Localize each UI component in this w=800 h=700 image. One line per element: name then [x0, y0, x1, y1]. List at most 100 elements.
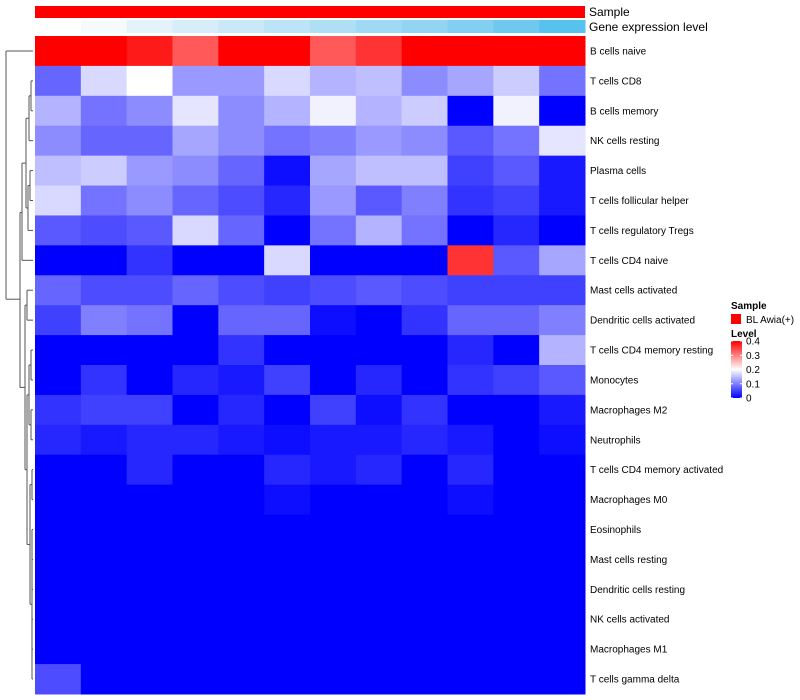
- heatmap-cell: [218, 95, 265, 127]
- row-label: NK cells resting: [590, 136, 659, 147]
- heatmap-cell: [172, 514, 219, 545]
- heatmap-cell: [80, 245, 128, 276]
- expression-annotation-cell: [218, 20, 265, 33]
- heatmap-cell: [172, 484, 219, 516]
- heatmap-cells: [35, 36, 586, 695]
- heatmap-cell: [539, 424, 586, 456]
- row-label: B cells memory: [590, 106, 658, 117]
- row-labels: B cells naive T cells CD8 B cells memory NK…: [590, 46, 723, 685]
- heatmap-cell: [539, 574, 586, 605]
- heatmap-cell: [447, 155, 494, 187]
- heatmap-cell: [80, 95, 128, 127]
- heatmap-cell: [447, 664, 494, 695]
- row-label: Macrophages M1: [590, 645, 668, 656]
- heatmap-cell: [126, 335, 173, 366]
- heatmap-cell: [264, 335, 311, 366]
- heatmap-cell: [539, 245, 586, 276]
- heatmap-cell: [310, 664, 357, 695]
- heatmap-cell: [172, 424, 219, 456]
- row-label: T cells gamma delta: [590, 675, 680, 686]
- heatmap-cell: [493, 484, 540, 516]
- heatmap-cell: [35, 155, 82, 187]
- heatmap-cell: [218, 514, 265, 545]
- heatmap-cell: [447, 36, 494, 67]
- heatmap-cell: [310, 454, 357, 486]
- heatmap-cell: [218, 125, 265, 157]
- heatmap-cell: [447, 514, 494, 545]
- heatmap-cell: [218, 574, 265, 605]
- heatmap-cell: [401, 664, 448, 695]
- heatmap-cell: [35, 514, 82, 545]
- heatmap-cell: [264, 514, 311, 545]
- heatmap-cell: [80, 634, 128, 665]
- heatmap-cell: [355, 484, 403, 516]
- heatmap-cell: [493, 454, 540, 486]
- heatmap-cell: [218, 36, 265, 67]
- heatmap-cell: [35, 335, 82, 366]
- legend-colorbar: [731, 341, 742, 398]
- heatmap-cell: [447, 574, 494, 605]
- heatmap-cell: [539, 185, 586, 216]
- heatmap-cell: [355, 365, 403, 396]
- heatmap-cell: [401, 185, 448, 216]
- heatmap-cell: [264, 424, 311, 456]
- heatmap-cell: [310, 185, 357, 216]
- heatmap-cell: [264, 275, 311, 306]
- heatmap-cell: [401, 215, 448, 246]
- heatmap-cell: [447, 275, 494, 306]
- expression-annotation-cell: [493, 20, 540, 33]
- heatmap-cell: [126, 305, 173, 336]
- heatmap-cell: [126, 394, 173, 426]
- heatmap-cell: [401, 454, 448, 486]
- heatmap-cell: [80, 215, 128, 246]
- row-label: Dendritic cells activated: [590, 316, 695, 327]
- expression-annotation-cell: [264, 20, 311, 33]
- heatmap-cell: [218, 65, 265, 97]
- heatmap-cell: [126, 574, 173, 605]
- heatmap-cell: [493, 95, 540, 127]
- expression-annotation-label: Gene expression level: [589, 20, 708, 34]
- row-label: Mast cells activated: [590, 286, 677, 297]
- heatmap-cell: [126, 544, 173, 575]
- heatmap-cell: [355, 155, 403, 187]
- heatmap-cell: [401, 125, 448, 157]
- heatmap-cell: [401, 484, 448, 516]
- heatmap-cell: [126, 454, 173, 486]
- heatmap-cell: [310, 215, 357, 246]
- heatmap-cell: [35, 424, 82, 456]
- heatmap-cell: [35, 36, 82, 67]
- heatmap-cell: [126, 95, 173, 127]
- heatmap-cell: [493, 634, 540, 665]
- heatmap-cell: [493, 275, 540, 306]
- heatmap-cell: [126, 514, 173, 545]
- heatmap-cell: [539, 275, 586, 306]
- heatmap-cell: [218, 484, 265, 516]
- heatmap-cell: [264, 155, 311, 187]
- heatmap-cell: [35, 664, 82, 695]
- heatmap-cell: [401, 95, 448, 127]
- heatmap-cell: [264, 394, 311, 426]
- heatmap-cell: [401, 514, 448, 545]
- heatmap-cell: [80, 185, 128, 216]
- heatmap-cell: [172, 574, 219, 605]
- expression-annotation-cell: [355, 20, 403, 33]
- heatmap-cell: [80, 424, 128, 456]
- heatmap-cell: [493, 185, 540, 216]
- heatmap-cell: [35, 275, 82, 306]
- heatmap-cell: [35, 544, 82, 575]
- row-label: B cells naive: [590, 46, 647, 57]
- heatmap-cell: [264, 36, 311, 67]
- legend-sample-entry: BL Awia(+): [746, 315, 794, 326]
- expression-annotation-cell: [172, 20, 219, 33]
- heatmap-cell: [172, 335, 219, 366]
- heatmap-cell: [80, 514, 128, 545]
- heatmap-cell: [447, 454, 494, 486]
- heatmap-cell: [493, 305, 540, 336]
- heatmap-cell: [493, 574, 540, 605]
- row-label: Neutrophils: [590, 435, 641, 446]
- heatmap-cell: [355, 634, 403, 665]
- heatmap-cell: [355, 125, 403, 157]
- heatmap-cell: [172, 95, 219, 127]
- heatmap-cell: [447, 424, 494, 456]
- heatmap-cell: [401, 155, 448, 187]
